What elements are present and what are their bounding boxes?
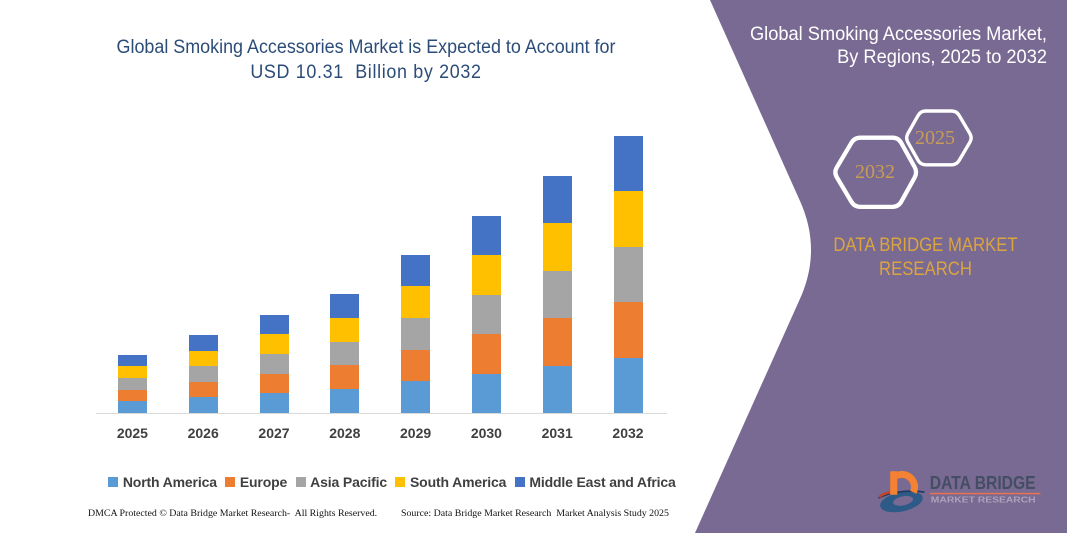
svg-text:DATA BRIDGE: DATA BRIDGE [930,473,1036,493]
svg-text:MARKET RESEARCH: MARKET RESEARCH [931,496,1036,505]
